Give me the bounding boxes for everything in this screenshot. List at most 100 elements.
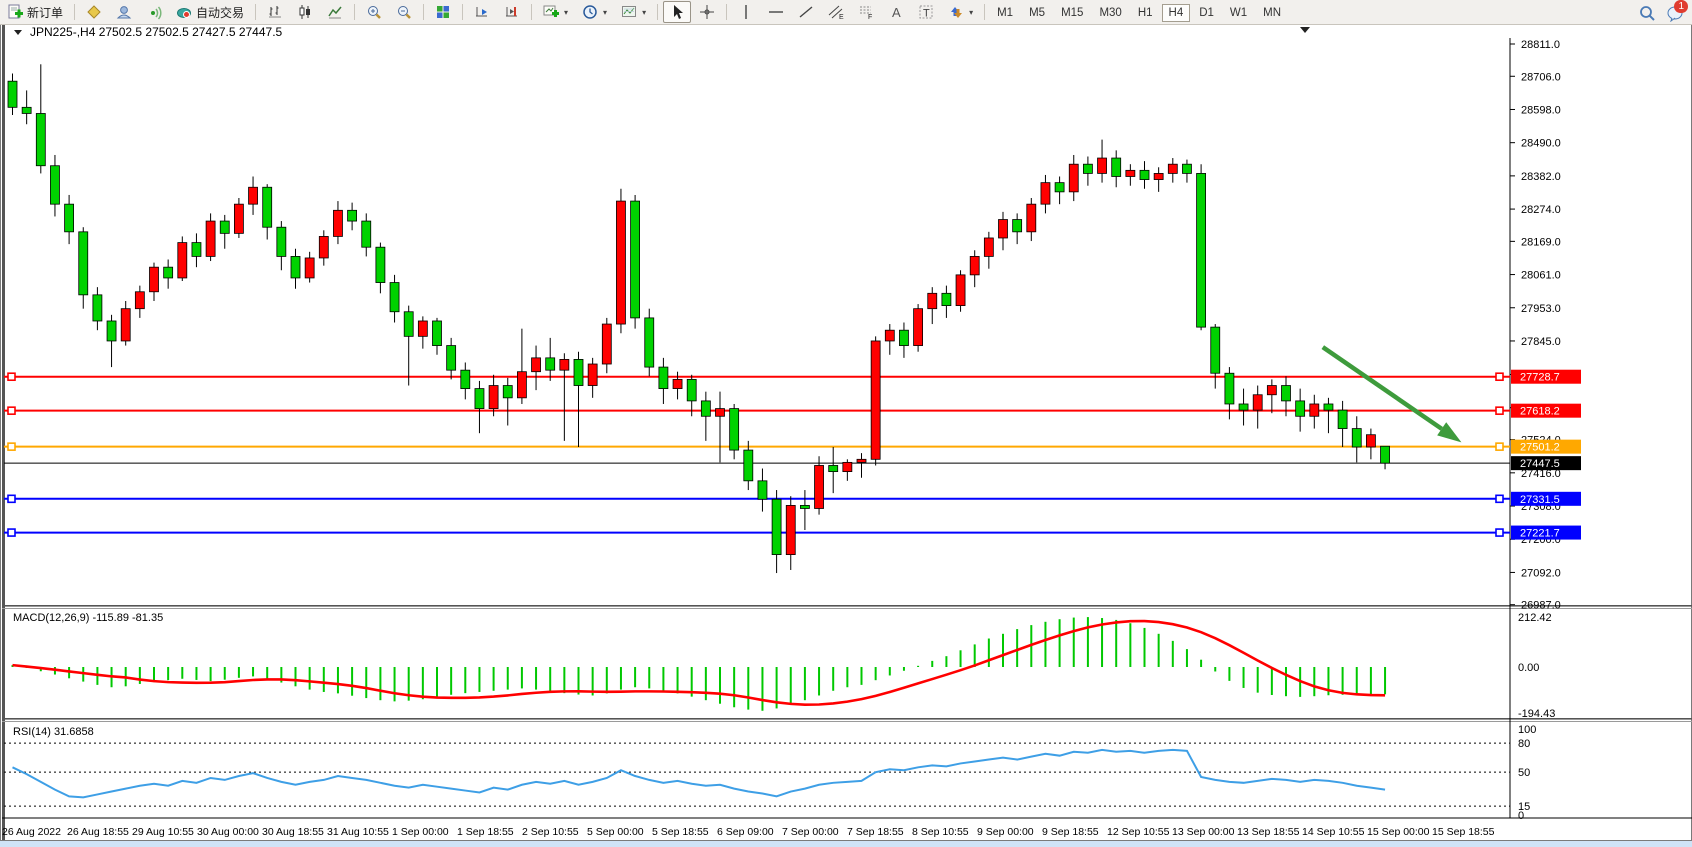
community-button[interactable] [110,1,138,23]
candlestick-chart-button[interactable] [291,1,319,23]
timeframe-button-m30[interactable]: M30 [1099,7,1122,19]
line-anchor-handle[interactable] [1495,406,1504,415]
time-axis-label: 15 Sep 18:55 [1432,826,1495,838]
chart-collapse-icon[interactable] [14,30,22,35]
line-anchor-handle[interactable] [7,442,16,451]
new-chart-button[interactable]: ▾ [537,1,574,23]
line-anchor-handle[interactable] [1495,494,1504,504]
price-chart-canvas[interactable]: JPN225-,H4 27502.5 27502.5 27427.5 27447… [0,24,1692,841]
line-anchor-handle[interactable] [7,372,16,382]
trendline-button[interactable] [792,1,820,23]
timeframe-button-h1[interactable]: H1 [1137,7,1153,19]
line-anchor-handle[interactable] [7,406,16,415]
candle-body [983,237,994,257]
person-cloud-icon [116,4,132,20]
candle-body [50,165,60,205]
candle-body [21,106,32,114]
candle-body [814,465,824,509]
candle-body [35,113,46,167]
window-bottom-edge [0,841,1692,847]
time-axis-label: 31 Aug 10:55 [327,826,389,838]
horizontal-line-button[interactable] [762,1,790,23]
pane-separator[interactable] [2,721,1692,722]
timeframe-button-d1[interactable]: D1 [1199,7,1214,19]
text-label-icon: T [918,4,934,20]
rsi-axis-label: 50 [1518,767,1530,779]
auto-trading-button[interactable]: 自动交易 [170,1,250,24]
text-label-button[interactable]: T [912,1,940,23]
timeframe-button-m15[interactable]: M15 [1061,7,1084,19]
auto-trading-icon [176,4,192,20]
time-axis-label: 2 Sep 10:55 [522,826,579,838]
zoom-out-button[interactable] [390,1,418,23]
time-axis-label: 13 Sep 00:00 [1172,826,1235,838]
search-icon[interactable] [1638,4,1655,21]
line-anchor-handle[interactable] [7,494,16,504]
auto-scroll-icon [474,4,490,20]
bar-chart-button[interactable] [261,1,289,23]
candle-body [1111,157,1122,177]
candle-body [1097,157,1107,174]
candle-body [743,449,754,482]
arrows-button[interactable]: ▾ [942,1,979,23]
line-anchor-handle[interactable] [1495,372,1504,382]
candle-body [1196,173,1206,328]
pane-separator[interactable] [2,605,1692,607]
templates-button[interactable]: ▾ [615,1,652,23]
candle-body [1323,403,1334,411]
bar-chart-icon [267,4,283,20]
text-button[interactable]: A [882,1,910,23]
timeframe-button-w1[interactable]: W1 [1229,7,1248,19]
candle-body [347,209,358,222]
timeframe-button-mn[interactable]: MN [1263,7,1282,19]
candle-body [191,242,202,257]
crosshair-button[interactable] [693,1,721,23]
chart-shift-button[interactable] [498,1,526,23]
fibonacci-button[interactable]: F [852,1,880,23]
candle-body [205,220,216,257]
dropdown-caret-icon: ▾ [603,7,608,17]
metaeditor-button[interactable] [80,1,108,23]
line-anchor-handle[interactable] [1495,442,1504,451]
candle-body [729,408,740,451]
timeframe-button-h4[interactable]: H4 [1161,4,1191,22]
pane-separator[interactable] [2,718,1692,720]
chart-menu-arrow-icon[interactable] [1300,27,1310,33]
time-axis-label: 6 Sep 09:00 [717,826,774,838]
candle-body [715,408,725,417]
candle-body [1054,182,1065,193]
chart-window[interactable]: JPN225-,H4 27502.5 27502.5 27427.5 27447… [0,24,1692,841]
auto-scroll-button[interactable] [468,1,496,23]
equidistant-channel-button[interactable]: E [822,1,850,23]
line-anchor-handle[interactable] [7,528,16,537]
timeframe-button-m5[interactable]: M5 [1029,7,1046,19]
timeframe-toolbar: M1 M5 M15 M30 H1 H4 D1 W1 MN [989,3,1289,22]
new-order-button[interactable]: 新订单 [1,1,69,24]
cursor-button[interactable] [663,1,692,23]
time-axis-label: 26 Aug 2022 [2,826,61,838]
zoom-in-button[interactable] [360,1,388,23]
trend-arrow-line[interactable] [1321,345,1443,431]
candle-body [601,323,612,365]
line-anchor-handle[interactable] [1495,528,1504,537]
main-toolbar: 新订单 自动交易 [0,0,1692,25]
line-chart-button[interactable] [321,1,349,23]
macd-axis-label: -194.43 [1518,708,1555,720]
time-axis-label: 5 Sep 00:00 [587,826,644,838]
candle-body [941,292,952,307]
candle-body [502,385,513,399]
line-price-flag [1511,403,1581,418]
tile-windows-button[interactable] [429,1,457,23]
notifications-icon[interactable]: 1 [1666,0,1688,23]
macd-label: MACD(12,26,9) -115.89 -81.35 [13,612,163,624]
pane-separator[interactable] [2,608,1692,609]
vertical-line-button[interactable] [732,1,760,23]
price-tick-label: 28598.0 [1521,104,1561,116]
candle-body [276,226,287,257]
macd-axis-label: 212.42 [1518,612,1552,624]
timeframe-button-m1[interactable]: M1 [997,7,1014,19]
periods-button[interactable]: ▾ [576,1,613,23]
candle-body [573,359,584,386]
trend-arrow-head[interactable] [1437,422,1462,443]
signals-button[interactable] [140,1,168,23]
